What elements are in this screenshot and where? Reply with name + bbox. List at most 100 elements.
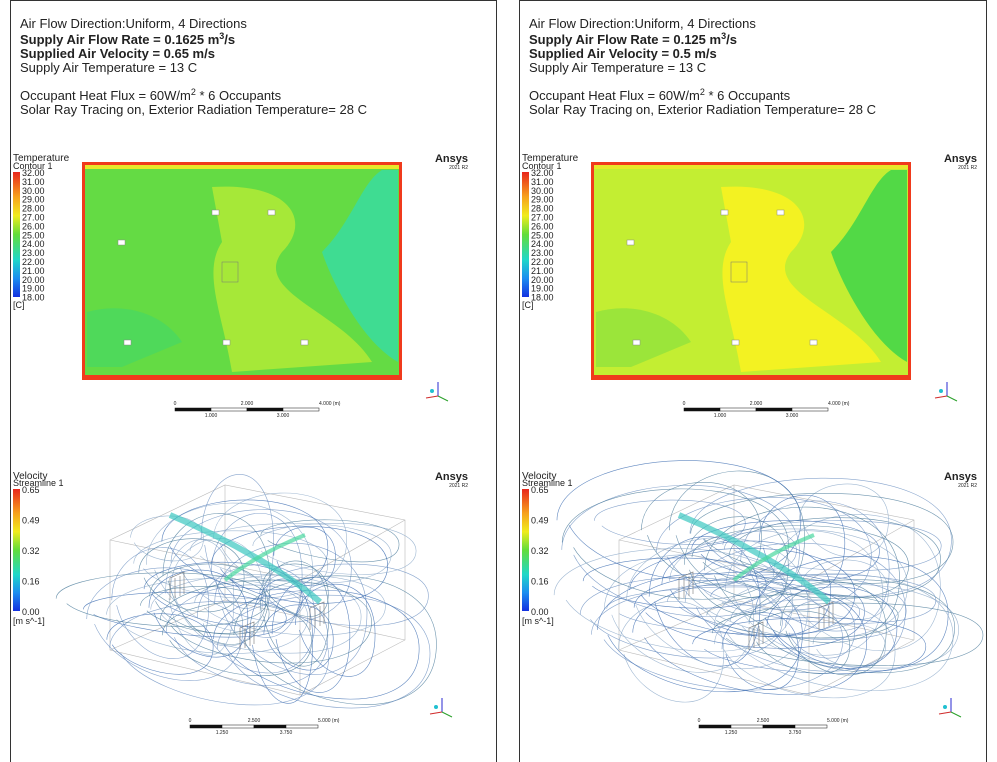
figure: Air Flow Direction:Uniform, 4 Directions… <box>0 0 997 762</box>
header-text: Occupant Heat Flux = 60W/m <box>529 88 700 103</box>
legend-label: 0.32 <box>22 546 40 556</box>
legend-label: 18.00 <box>531 293 554 303</box>
scale-label: 4.000 (m) <box>828 401 850 407</box>
version: 2021 R2 <box>958 165 977 171</box>
occupant <box>223 340 230 345</box>
scale-segment <box>247 408 283 411</box>
streamline <box>773 514 940 651</box>
scale-label: 1.000 <box>714 413 727 419</box>
brand: Ansys <box>944 471 977 483</box>
colorbar <box>522 489 529 611</box>
scale-segment <box>684 408 720 411</box>
streamline <box>261 520 399 562</box>
scale-label: 3.750 <box>280 730 293 736</box>
version: 2021 R2 <box>449 483 468 489</box>
brand: Ansys <box>944 153 977 165</box>
flow-direction: Air Flow Direction:Uniform, 4 Directions <box>529 16 756 31</box>
scale-segment <box>283 408 319 411</box>
scale-label: 3.000 <box>277 413 290 419</box>
header-suffix: * 6 Occupants <box>705 88 791 103</box>
legend-unit: [m s^-1] <box>522 616 554 626</box>
header-text: Occupant Heat Flux = 60W/m <box>20 88 191 103</box>
scale-label: 2.000 <box>750 401 763 407</box>
legend-unit: [C] <box>13 300 25 310</box>
scale-segment <box>720 408 756 411</box>
scale-segment <box>222 725 254 728</box>
scale-segment <box>286 725 318 728</box>
header-text: Supply Air Flow Rate = 0.125 m <box>529 32 721 47</box>
scale-label: 2.500 <box>248 718 261 724</box>
axis-x <box>939 712 951 714</box>
axis-origin <box>943 705 947 709</box>
header-text: Supply Air Flow Rate = 0.1625 m <box>20 32 219 47</box>
scale-segment <box>699 725 731 728</box>
legend-label: 0.16 <box>22 577 40 587</box>
streamline <box>107 614 213 675</box>
header-suffix: * 6 Occupants <box>196 88 282 103</box>
header-line: Occupant Heat Flux = 60W/m2 * 6 Occupant… <box>529 87 791 103</box>
scale-label: 1.250 <box>725 730 738 736</box>
solar: Solar Ray Tracing on, Exterior Radiation… <box>20 102 367 117</box>
occupant <box>633 340 640 345</box>
legend-unit: [C] <box>522 300 534 310</box>
panel: Air Flow Direction:Uniform, 4 Directions… <box>11 1 497 762</box>
scale-segment <box>756 408 792 411</box>
scale-label: 5.000 (m) <box>827 718 849 724</box>
supply-jet <box>225 535 305 580</box>
colorbar <box>522 172 529 297</box>
scale-segment <box>211 408 247 411</box>
legend-label: 0.49 <box>22 516 40 526</box>
scale-label: 5.000 (m) <box>318 718 340 724</box>
scale-segment <box>175 408 211 411</box>
axis-y <box>947 396 957 401</box>
air-velocity: Supplied Air Velocity = 0.5 m/s <box>529 46 717 61</box>
legend-label: 0.65 <box>531 485 549 495</box>
axis-x <box>430 712 442 714</box>
occupant <box>810 340 817 345</box>
scale-label: 0 <box>174 401 177 407</box>
streamline <box>562 485 800 616</box>
streamline <box>767 587 897 669</box>
air-temperature: Supply Air Temperature = 13 C <box>529 60 706 75</box>
header-line: Occupant Heat Flux = 60W/m2 * 6 Occupant… <box>20 87 282 103</box>
panel: Air Flow Direction:Uniform, 4 Directions… <box>520 1 987 762</box>
scale-label: 3.750 <box>789 730 802 736</box>
scale-label: 0 <box>698 718 701 724</box>
version: 2021 R2 <box>449 165 468 171</box>
occupant <box>627 240 634 245</box>
legend-unit: [m s^-1] <box>13 616 45 626</box>
axis-y <box>438 396 448 401</box>
axis-y <box>442 712 452 717</box>
scale-label: 4.000 (m) <box>319 401 341 407</box>
page: Air Flow Direction:Uniform, 4 Directions… <box>0 0 997 762</box>
scale-segment <box>254 725 286 728</box>
colorbar <box>13 489 20 611</box>
scale-label: 3.000 <box>786 413 799 419</box>
scale-label: 1.250 <box>216 730 229 736</box>
scale-label: 2.500 <box>757 718 770 724</box>
legend-label: 18.00 <box>22 293 45 303</box>
scale-label: 1.000 <box>205 413 218 419</box>
streamline <box>162 500 328 590</box>
scale-label: 2.000 <box>241 401 254 407</box>
occupant <box>301 340 308 345</box>
axis-origin <box>939 389 943 393</box>
air-velocity: Supplied Air Velocity = 0.65 m/s <box>20 46 215 61</box>
legend-label: 0.32 <box>531 546 549 556</box>
streamline <box>214 590 420 699</box>
occupant <box>212 210 219 215</box>
legend-label: 0.49 <box>531 516 549 526</box>
occupant <box>777 210 784 215</box>
legend-label: 0.16 <box>531 577 549 587</box>
flow-direction: Air Flow Direction:Uniform, 4 Directions <box>20 16 247 31</box>
occupant <box>124 340 131 345</box>
scale-segment <box>795 725 827 728</box>
header-suffix: /s <box>726 32 737 47</box>
version: 2021 R2 <box>958 483 977 489</box>
header-line: Supply Air Flow Rate = 0.125 m3/s <box>529 31 737 47</box>
brand: Ansys <box>435 471 468 483</box>
contour-edge <box>594 165 908 169</box>
scale-segment <box>792 408 828 411</box>
header-suffix: /s <box>224 32 235 47</box>
scale-label: 0 <box>683 401 686 407</box>
